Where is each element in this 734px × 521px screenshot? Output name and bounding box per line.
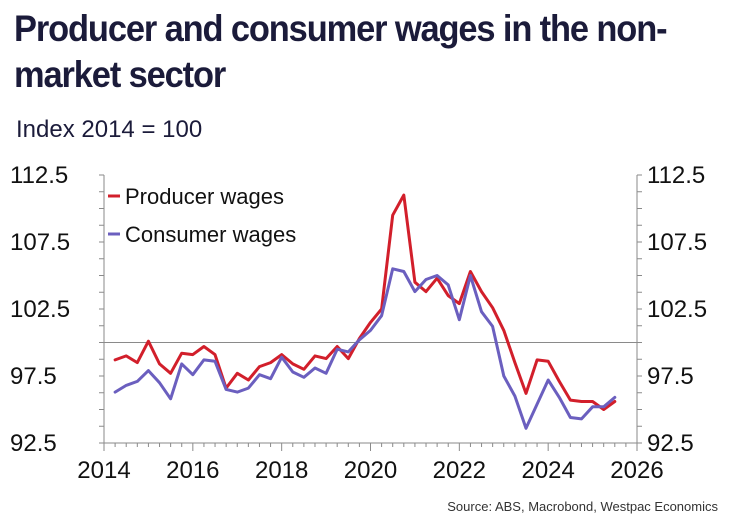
y-tick-label-right: 112.5 — [647, 162, 705, 189]
axes: 112.5 112.5 107.5 107.5 102.5 102.5 97.5 97.5 92… — [10, 162, 707, 484]
legend: Producer wages Consumer wages — [108, 184, 296, 247]
y-tick-label-right: 102.5 — [647, 296, 707, 323]
legend-label-producer-wages: Producer wages — [125, 184, 284, 209]
chart-title: Producer and consumer wages in the non-m… — [14, 8, 668, 95]
x-tick-label: 2018 — [255, 457, 308, 484]
y-tick-label-right: 97.5 — [647, 363, 694, 390]
x-tick-label: 2014 — [77, 457, 130, 484]
legend-label-consumer-wages: Consumer wages — [125, 222, 296, 247]
x-tick-label: 2024 — [521, 457, 574, 484]
x-tick-label: 2026 — [610, 457, 663, 484]
source-note: Source: ABS, Macrobond, Westpac Economic… — [447, 499, 718, 514]
series-layer — [113, 193, 617, 430]
x-tick-label: 2020 — [344, 457, 397, 484]
y-tick-label-left: 97.5 — [10, 363, 57, 390]
series-line-consumer-wages — [113, 267, 617, 430]
chart-subtitle: Index 2014 = 100 — [16, 116, 203, 143]
y-tick-label-left: 112.5 — [10, 162, 68, 189]
y-tick-label-left: 92.5 — [10, 430, 57, 457]
x-tick-label: 2022 — [433, 457, 486, 484]
x-tick-label: 2016 — [166, 457, 219, 484]
y-tick-label-left: 102.5 — [10, 296, 70, 323]
y-tick-label-right: 107.5 — [647, 229, 707, 256]
series-line-producer-wages — [113, 193, 617, 411]
y-tick-label-right: 92.5 — [647, 430, 694, 457]
y-tick-label-left: 107.5 — [10, 229, 70, 256]
